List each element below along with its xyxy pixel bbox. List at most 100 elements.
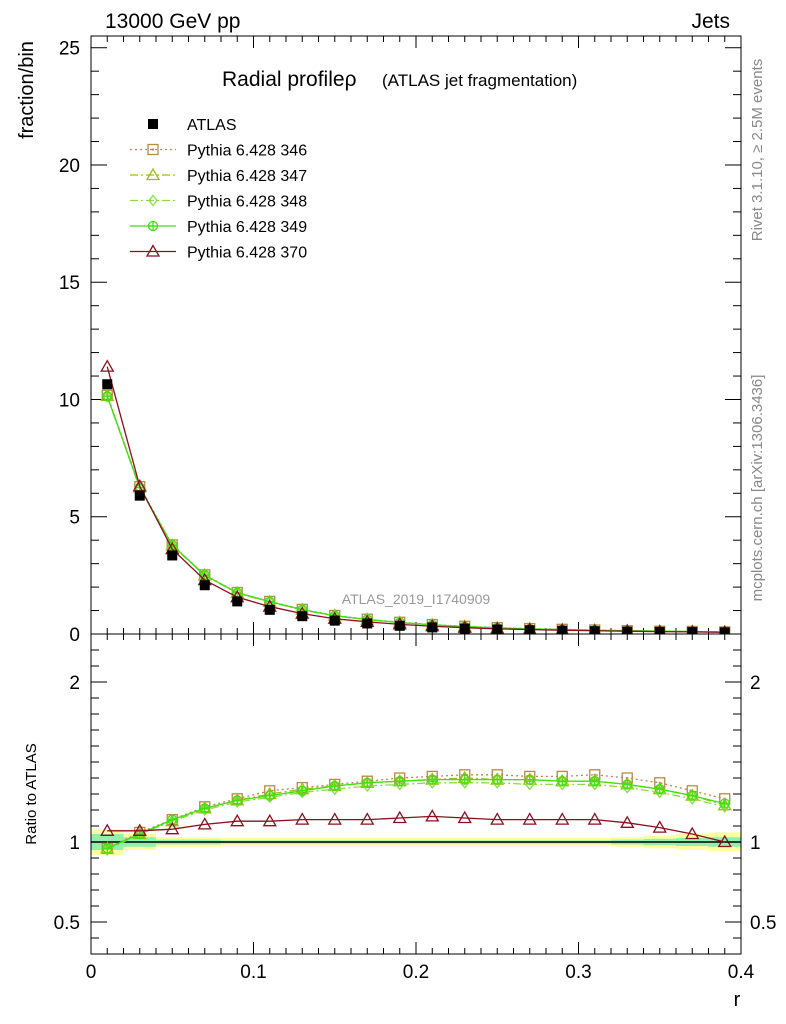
ratio-point-p349 [459, 774, 470, 785]
ratio-point-p349 [557, 776, 568, 787]
data-point-atlas [264, 604, 275, 615]
ratio-point-p370 [360, 812, 375, 825]
main-panel: 0 5 10 15 20 25 Radial profileρ (ATLAS jet fr… [16, 35, 742, 646]
ratio-ticks: 0 0.1 0.2 0.3 0.4 0.5 0.5 1 1 2 2 [54, 634, 776, 983]
ratio-line-p348 [106, 782, 725, 851]
ratio-point-p349 [264, 790, 275, 801]
main-title: Radial profileρ [222, 68, 357, 91]
ratio-point-p370 [295, 812, 310, 825]
ratio-bands [91, 829, 741, 855]
data-point-atlas [167, 550, 178, 561]
ratio-point-p348 [557, 778, 568, 791]
ratio-point-p349 [589, 776, 600, 787]
ratio-frame [90, 633, 742, 955]
ratio-series-p349 [102, 774, 730, 854]
ratio-point-p370 [555, 812, 570, 825]
legend-item-p370: Pythia 6.428 370 [130, 244, 307, 262]
ratio-point-p370 [230, 813, 245, 827]
ratio-point-p370 [327, 812, 342, 825]
legend-marker-p348 [148, 194, 158, 207]
data-point-atlas [459, 623, 470, 634]
ratio-point-p370 [132, 823, 147, 836]
ratio-point-p349 [199, 803, 210, 814]
ratio-point-p348 [589, 778, 600, 791]
ratio-point-p347 [717, 797, 732, 811]
legend-label-p348: Pythia 6.428 348 [187, 194, 307, 211]
ratio-point-p349 [492, 774, 503, 785]
data-point-atlas [719, 627, 730, 634]
data-point-atlas [589, 626, 600, 634]
ratio-y-tick-label: 0.5 [54, 913, 80, 934]
x-tick-label: 0.1 [240, 962, 266, 983]
ratio-point-p349 [297, 785, 308, 796]
data-point-atlas [102, 379, 113, 390]
legend-item-p347: Pythia 6.428 347 [130, 167, 307, 185]
ratio-ylabel: Ratio to ATLAS [23, 743, 40, 844]
data-point-atlas [524, 625, 535, 634]
ratio-y-tick-label: 1 [69, 833, 80, 854]
legend: ATLAS Pythia 6.428 346 Pythia 6.428 347 Pyt… [130, 117, 307, 262]
legend-label-p370: Pythia 6.428 370 [187, 245, 307, 262]
ratio-point-p348 [492, 776, 503, 789]
ratio-point-p348 [622, 781, 633, 794]
ratio-point-p348 [427, 776, 438, 789]
ratio-y-tick-label-right: 0.5 [750, 913, 776, 934]
ratio-point-p370 [425, 809, 440, 822]
data-point-p348 [102, 390, 113, 403]
ratio-point-p370 [587, 812, 602, 825]
data-point-atlas [134, 490, 145, 501]
ratio-point-p348 [719, 800, 730, 813]
legend-marker-p370 [145, 244, 161, 257]
ratio-point-p349 [719, 798, 730, 809]
y-tick-label: 20 [59, 156, 80, 177]
ratio-point-p370 [457, 810, 472, 824]
legend-marker-p347 [145, 167, 161, 181]
data-point-atlas [654, 626, 665, 634]
y-tick-label: 10 [59, 390, 80, 411]
legend-marker-p346 [147, 143, 159, 156]
ratio-point-p348 [459, 776, 470, 789]
ratio-point-p349 [102, 843, 113, 854]
legend-item-p348: Pythia 6.428 348 [130, 194, 307, 211]
ratio-point-p370 [620, 815, 635, 828]
ratio-point-p348 [394, 778, 405, 791]
ratio-point-p349 [329, 780, 340, 792]
ratio-point-p370 [100, 823, 115, 836]
mcplots-label: mcplots.cern.ch [arXiv:1306.3436] [749, 375, 766, 602]
header-left-label: 13000 GeV pp [105, 10, 240, 33]
legend-marker-p349 [147, 220, 159, 232]
y-tick-label: 15 [59, 273, 80, 294]
rivet-version-label: Rivet 3.1.10, ≥ 2.5M events [749, 59, 766, 242]
legend-item-atlas: ATLAS [148, 117, 237, 134]
header-right-label: Jets [691, 10, 730, 33]
ratio-y-tick-label-right: 1 [750, 833, 761, 854]
main-ticks: 0 5 10 15 20 25 [59, 36, 742, 646]
y-tick-label: 0 [69, 625, 80, 646]
watermark-label: ATLAS_2019_I1740909 [342, 591, 491, 607]
main-ylabel: fraction/bin [16, 41, 38, 139]
ratio-point-p349 [687, 790, 698, 801]
ratio-point-p349 [362, 777, 373, 788]
main-subtitle: (ATLAS jet fragmentation) [382, 71, 577, 90]
data-point-p349 [102, 391, 113, 402]
ratio-point-p370 [652, 820, 667, 833]
ratio-point-p348 [362, 779, 373, 793]
ratio-point-p370 [717, 834, 732, 848]
legend-label-p349: Pythia 6.428 349 [187, 219, 307, 236]
data-point-atlas [427, 622, 438, 633]
ratio-panel: 0 0.1 0.2 0.3 0.4 0.5 0.5 1 1 2 2 Ratio to ATLAS r [23, 633, 776, 1011]
ratio-point-p370 [197, 817, 212, 830]
legend-marker-atlas [148, 119, 158, 129]
ratio-series-group [100, 769, 732, 857]
x-tick-label: 0.2 [403, 962, 429, 983]
legend-item-p349: Pythia 6.428 349 [130, 219, 307, 236]
data-point-atlas [687, 627, 698, 634]
data-point-atlas [329, 615, 340, 626]
series-atlas [102, 379, 730, 634]
x-tick-label: 0 [86, 962, 97, 983]
x-axis-label: r [734, 989, 741, 1011]
ratio-point-p349 [394, 776, 405, 787]
legend-item-p346: Pythia 6.428 346 [130, 143, 307, 160]
ratio-point-p348 [687, 792, 698, 805]
